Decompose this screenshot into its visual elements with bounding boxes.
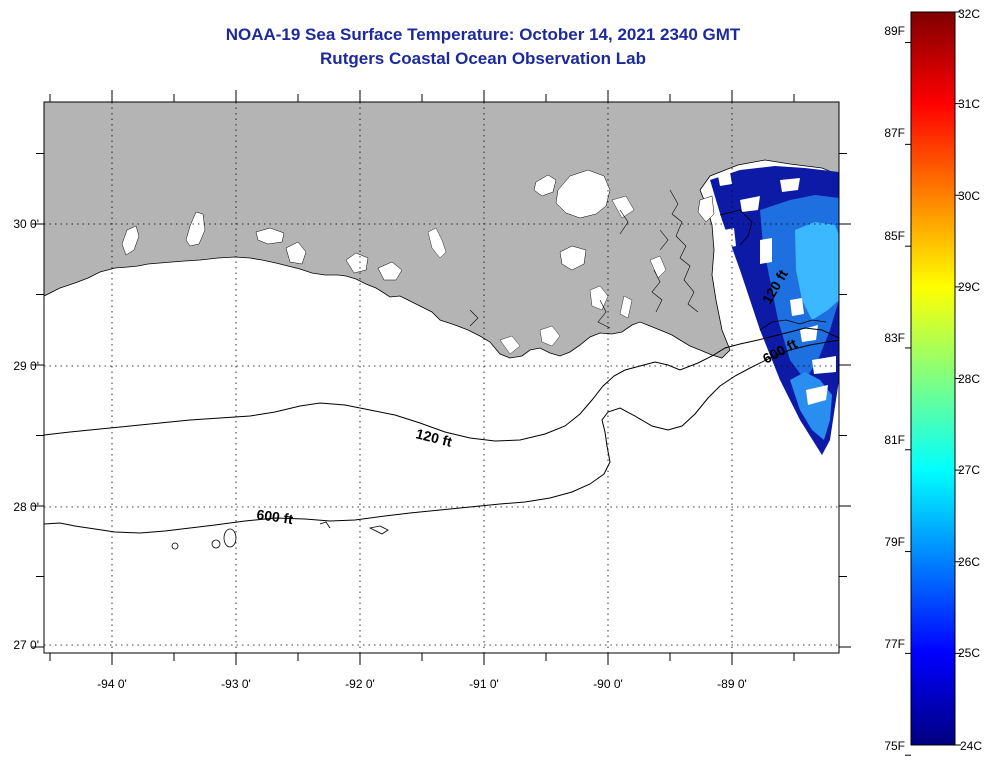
longitude-labels: -94 0' -93 0' -92 0' -91 0' -90 0' -89 0…: [97, 677, 747, 691]
lat-label: 28 0': [13, 500, 39, 514]
c-label: 29C: [958, 280, 980, 294]
vermilion-bay: [345, 252, 369, 274]
white-lake: [255, 227, 285, 245]
f-label: 79F: [884, 535, 905, 549]
lat-label: 27 0': [13, 638, 39, 652]
map-panel: 120 ft 600 ft 120 ft 600 ft: [44, 102, 839, 653]
mississippi-sound-water: [697, 195, 715, 223]
lon-label: -93 0': [221, 677, 251, 691]
colorbar-ticks: [905, 11, 961, 756]
grand-lake: [285, 241, 307, 265]
contour-label-600ft-west: 600 ft: [256, 506, 295, 527]
temperature-colorbar: [910, 11, 956, 746]
colorbar-celsius-labels: 32C 31C 30C 29C 28C 27C 26C 25C 24C: [958, 7, 982, 753]
atchafalaya-bay: [377, 261, 403, 281]
lat-label: 30 0': [13, 217, 39, 231]
c-label: 26C: [958, 555, 980, 569]
c-label: 32C: [958, 7, 980, 21]
lon-label: -90 0': [593, 677, 623, 691]
calcasieu-lake: [121, 225, 140, 256]
contour-north-offshore: [719, 209, 827, 331]
lake-pontchartrain: [555, 169, 611, 219]
axis-ticks: [32, 90, 851, 665]
lon-label: -92 0': [345, 677, 375, 691]
marsh-bays: [427, 195, 667, 355]
graticule: [44, 102, 839, 653]
f-label: 85F: [884, 229, 905, 243]
lon-label: -89 0': [717, 677, 747, 691]
map-frame: [43, 101, 840, 654]
c-label: 28C: [958, 372, 980, 386]
c-label: 25C: [958, 646, 980, 660]
sst-swath: [710, 166, 839, 455]
latitude-labels: 30 0' 29 0' 28 0' 27 0': [13, 217, 39, 652]
f-label: 81F: [884, 433, 905, 447]
colorbar-fahrenheit-labels: 89F 87F 85F 83F 81F 79F 77F 75F: [884, 24, 905, 753]
map-subtitle: Rutgers Coastal Ocean Observation Lab: [320, 49, 646, 68]
lake-salvador: [559, 245, 587, 271]
lon-label: -94 0': [97, 677, 127, 691]
c-label: 24C: [960, 739, 982, 753]
c-label: 31C: [958, 97, 980, 111]
f-label: 83F: [884, 331, 905, 345]
lat-label: 29 0': [13, 359, 39, 373]
marsh-fragments: [469, 189, 699, 329]
lon-label: -91 0': [469, 677, 499, 691]
c-label: 27C: [958, 463, 980, 477]
contour-600ft: [44, 339, 839, 534]
f-label: 89F: [884, 24, 905, 38]
c-label: 30C: [958, 189, 980, 203]
map-title: NOAA-19 Sea Surface Temperature: October…: [225, 25, 741, 44]
f-label: 75F: [884, 739, 905, 753]
contour-120ft: [44, 327, 839, 442]
sabine-lake: [185, 211, 206, 247]
coastline-land: [44, 102, 839, 359]
f-label: 77F: [884, 637, 905, 651]
f-label: 87F: [884, 126, 905, 140]
lake-maurepas: [533, 174, 557, 197]
